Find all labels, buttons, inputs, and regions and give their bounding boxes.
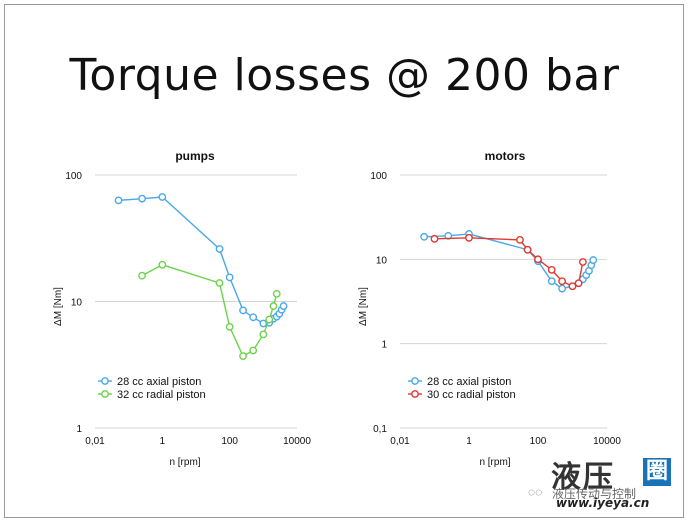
data-point — [547, 277, 556, 286]
watermark-logo-box: 圈 — [643, 458, 671, 486]
legend-label: 32 cc radial piston — [117, 389, 206, 401]
data-point — [272, 289, 281, 298]
data-point — [215, 245, 224, 253]
data-point — [578, 258, 587, 266]
data-point — [516, 235, 524, 244]
series-line — [141, 264, 278, 358]
data-point — [465, 233, 473, 242]
data-point — [138, 194, 146, 203]
y-tick-label: 10 — [376, 255, 388, 266]
watermark-subtitle: 液压传动与控制 — [552, 487, 637, 501]
data-point — [158, 260, 167, 269]
y-tick-label: 1 — [381, 340, 387, 351]
chart-title: pumps — [175, 149, 215, 163]
data-point — [547, 265, 556, 274]
data-point — [225, 273, 234, 282]
data-point — [534, 255, 542, 264]
y-tick-label: 100 — [370, 171, 387, 182]
x-tick-label: 10000 — [593, 436, 621, 447]
x-axis-label: n [rpm] — [479, 457, 510, 468]
legend-label: 28 cc axial piston — [117, 376, 201, 388]
data-point — [138, 271, 146, 280]
data-point — [420, 232, 429, 241]
data-point — [279, 302, 288, 310]
chart-title: motors — [485, 149, 526, 163]
y-tick-label: 1 — [76, 424, 82, 435]
data-point — [249, 313, 258, 322]
legend-label: 30 cc radial piston — [427, 389, 516, 401]
y-tick-label: 10 — [71, 298, 83, 309]
wechat-icon: ◌◌ — [528, 485, 543, 499]
data-point — [239, 352, 247, 361]
data-point — [523, 245, 532, 254]
x-tick-label: 1 — [466, 436, 472, 447]
watermark-url: www.iyeya.cn — [556, 496, 650, 510]
x-tick-label: 0,01 — [390, 436, 410, 447]
data-point — [158, 193, 167, 201]
data-point — [239, 306, 247, 315]
data-point — [259, 330, 268, 339]
legend-marker — [101, 377, 109, 385]
data-point — [568, 282, 577, 291]
watermark-logo: 液压 — [551, 460, 615, 495]
data-point — [215, 279, 224, 287]
data-point — [114, 196, 123, 205]
y-axis-label: ΔM [Nm] — [358, 287, 369, 326]
data-point — [558, 284, 567, 293]
data-point — [430, 234, 439, 243]
data-point — [265, 315, 274, 324]
legend-marker — [411, 390, 419, 398]
slide-frame — [4, 4, 684, 518]
x-tick-label: 0,01 — [85, 436, 105, 447]
data-point — [589, 256, 598, 264]
series-line — [424, 233, 594, 290]
data-point — [558, 277, 567, 286]
slide-title: Torque losses @ 200 bar — [69, 50, 620, 101]
legend-label: 28 cc axial piston — [427, 376, 511, 388]
x-tick-label: 100 — [530, 436, 547, 447]
data-point — [225, 322, 234, 331]
y-axis-label: ΔM [Nm] — [53, 287, 64, 326]
x-axis-label: n [rpm] — [169, 457, 200, 468]
data-point — [269, 302, 278, 310]
data-point — [249, 346, 258, 355]
x-tick-label: 10000 — [283, 436, 311, 447]
legend-marker — [411, 377, 419, 385]
legend-marker — [101, 390, 109, 398]
y-tick-label: 100 — [65, 171, 82, 182]
series-line — [118, 196, 285, 325]
x-tick-label: 100 — [221, 436, 238, 447]
x-tick-label: 1 — [160, 436, 166, 447]
data-point — [574, 279, 583, 288]
y-tick-label: 0,1 — [373, 424, 387, 435]
